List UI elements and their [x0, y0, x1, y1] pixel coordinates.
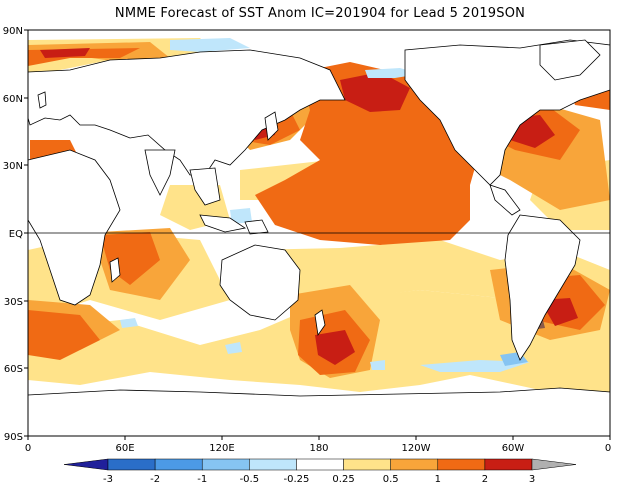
colorbar-label: 1 — [435, 474, 441, 485]
lon-label-180: 180 — [309, 443, 328, 454]
madagascar-landmass — [109, 257, 121, 283]
greenland-landmass — [539, 39, 601, 81]
lat-label-60s: 60S — [4, 364, 23, 375]
lon-label-60e: 60E — [115, 443, 134, 454]
colorbar-max-triangle — [531, 458, 577, 471]
lat-label-90s: 90S — [4, 432, 23, 443]
colorbar-label: -2 — [150, 474, 160, 485]
south-america-landmass — [504, 214, 581, 361]
new-zealand-landmass — [314, 309, 326, 337]
lat-label-30s: 30S — [4, 297, 23, 308]
lat-label-eq: EQ — [9, 229, 23, 240]
colorbar-label: 0.5 — [383, 474, 399, 485]
colorbar-segment — [390, 458, 439, 471]
colorbar-min-triangle — [63, 458, 109, 471]
colorbar-label: 3 — [529, 474, 535, 485]
lon-label-120e: 120E — [209, 443, 234, 454]
africa-landmass — [27, 149, 121, 306]
longitude-axis: 0 60E 120E 180 120W 60W 0 — [25, 436, 611, 454]
central-america-landmass — [489, 184, 521, 216]
lat-label-90n: 90N — [3, 26, 23, 37]
colorbar-segment — [343, 458, 391, 471]
eurasia-landmass — [27, 49, 346, 176]
lon-label-60w: 60W — [502, 443, 525, 454]
indochina-landmass — [189, 167, 221, 206]
lat-label-60n: 60N — [3, 94, 23, 105]
colorbar-label: -0.25 — [284, 474, 310, 485]
colorbar-label: -0.5 — [240, 474, 260, 485]
colorbar-label: -3 — [103, 474, 113, 485]
continents — [27, 39, 611, 437]
colorbar-segment — [107, 458, 156, 471]
colorbar-label: 0.25 — [332, 474, 354, 485]
colorbar: -3 -2 -1 -0.5 -0.25 0.25 0.5 1 2 3 — [63, 458, 577, 485]
chart-title: NMME Forecast of SST Anom IC=201904 for … — [114, 6, 526, 21]
colorbar-segment — [154, 458, 203, 471]
colorbar-label: -1 — [197, 474, 207, 485]
colorbar-segment — [201, 458, 250, 471]
lon-label-0-east: 0 — [605, 443, 611, 454]
lat-label-30n: 30N — [3, 161, 23, 172]
lon-label-0: 0 — [25, 443, 31, 454]
indonesia-landmass — [199, 214, 247, 233]
lon-label-120w: 120W — [402, 443, 431, 454]
latitude-axis: 90N 60N 30N EQ 30S 60S 90S — [3, 26, 28, 443]
colorbar-label: 2 — [482, 474, 488, 485]
colorbar-segment — [437, 458, 486, 471]
india-landmass — [144, 149, 176, 196]
colorbar-segment — [484, 458, 533, 471]
colorbar-segment — [296, 458, 344, 471]
australia-landmass — [219, 244, 301, 321]
colorbar-segment — [249, 458, 297, 471]
japan-landmass — [264, 111, 279, 141]
